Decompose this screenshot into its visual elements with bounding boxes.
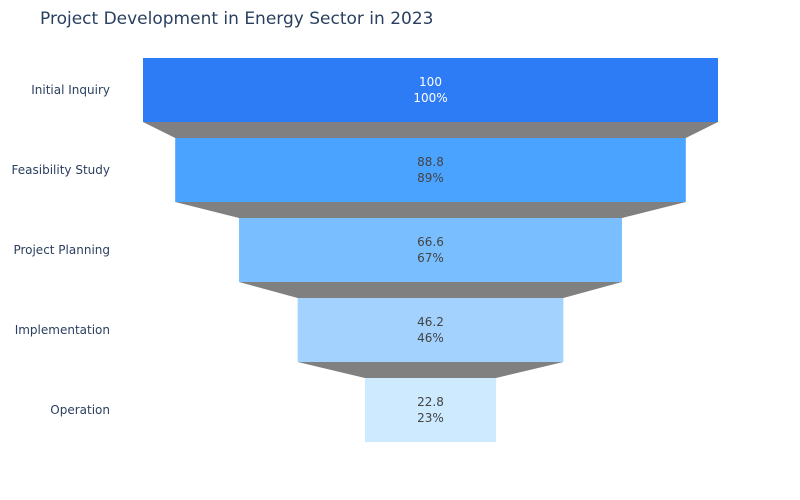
value-label: 100 — [419, 75, 442, 89]
funnel-bar[interactable] — [297, 298, 564, 362]
category-label: Operation — [50, 403, 110, 417]
category-label: Project Planning — [13, 243, 110, 257]
funnel-bar[interactable] — [239, 218, 622, 282]
chart-title: Project Development in Energy Sector in … — [40, 9, 434, 29]
percent-label: 23% — [417, 411, 444, 425]
funnel-connector — [239, 282, 622, 298]
category-label: Feasibility Study — [12, 163, 110, 177]
value-label: 66.6 — [417, 235, 444, 249]
percent-label: 89% — [417, 171, 444, 185]
category-label: Implementation — [15, 323, 110, 337]
percent-label: 67% — [417, 251, 444, 265]
funnel-connector — [297, 362, 564, 378]
funnel-bar[interactable] — [143, 58, 718, 122]
funnel-bar[interactable] — [364, 378, 497, 442]
funnel-connector — [175, 202, 686, 218]
percent-label: 46% — [417, 331, 444, 345]
value-label: 46.2 — [417, 315, 444, 329]
funnel-bar[interactable] — [175, 138, 686, 202]
category-label: Initial Inquiry — [31, 83, 110, 97]
funnel-connector — [143, 122, 718, 138]
percent-label: 100% — [413, 91, 447, 105]
value-label: 88.8 — [417, 155, 444, 169]
value-label: 22.8 — [417, 395, 444, 409]
